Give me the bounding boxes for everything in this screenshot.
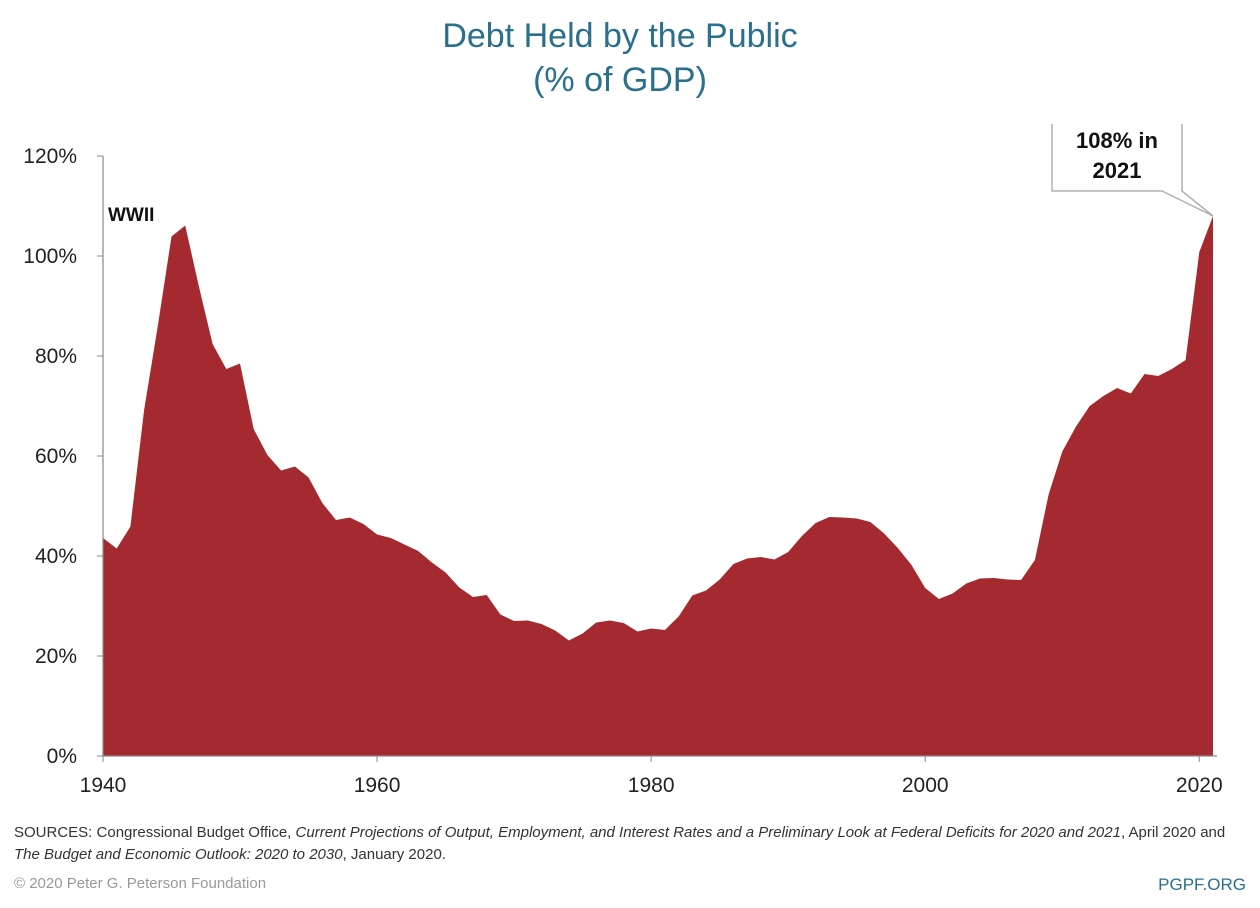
copyright-text: © 2020 Peter G. Peterson Foundation bbox=[14, 875, 267, 892]
y-tick-label: 120% bbox=[23, 145, 77, 168]
x-tick-label: 1980 bbox=[628, 774, 675, 797]
y-tick-label: 0% bbox=[47, 745, 77, 768]
chart-svg: 0% 20% 40% 60% 80% 100% 120% 1940 1960 1980 2000 20… bbox=[23, 124, 1223, 797]
sources-suffix: , January 2020. bbox=[342, 846, 446, 863]
sources-italic-1: Current Projections of Output, Employmen… bbox=[295, 824, 1121, 841]
y-tick-label: 40% bbox=[35, 545, 77, 568]
chart-title-block: Debt Held by the Public (% of GDP) bbox=[0, 14, 1240, 102]
sources-middle: , April 2020 and bbox=[1120, 824, 1226, 841]
chart-subtitle: (% of GDP) bbox=[533, 61, 707, 99]
sources-note: SOURCES: Congressional Budget Office, Cu… bbox=[14, 822, 1249, 866]
y-tick-label: 60% bbox=[35, 445, 77, 468]
sources-italic-2: The Budget and Economic Outlook: 2020 to… bbox=[14, 846, 343, 863]
site-link[interactable]: PGPF.ORG bbox=[1158, 875, 1246, 894]
x-tick-label: 1960 bbox=[354, 774, 401, 797]
debt-area-series bbox=[103, 216, 1213, 756]
chart-title: Debt Held by the Public bbox=[442, 17, 798, 55]
callout-text-line: 2021 bbox=[1093, 158, 1142, 183]
wwii-annotation: WWII bbox=[108, 205, 154, 226]
x-tick-label: 2000 bbox=[902, 774, 949, 797]
y-tick-label: 100% bbox=[23, 245, 77, 268]
x-tick-label: 2020 bbox=[1176, 774, 1223, 797]
y-tick-label: 80% bbox=[35, 345, 77, 368]
y-tick-label: 20% bbox=[35, 645, 77, 668]
x-tick-label: 1940 bbox=[80, 774, 127, 797]
sources-prefix: SOURCES: Congressional Budget Office, bbox=[14, 824, 296, 841]
callout-text-line: 108% in bbox=[1076, 128, 1158, 153]
callout-box bbox=[1051, 124, 1214, 217]
